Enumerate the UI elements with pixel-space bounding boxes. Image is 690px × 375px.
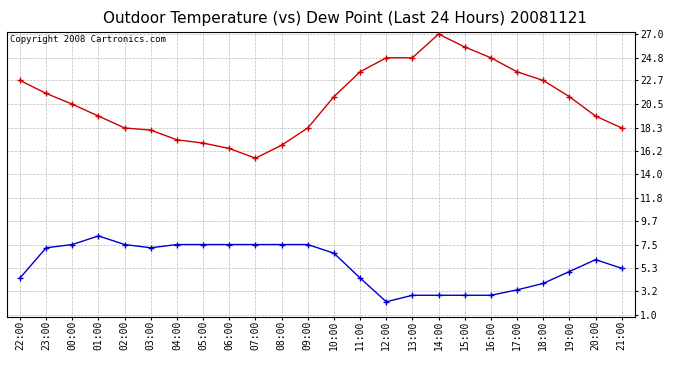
Text: Copyright 2008 Cartronics.com: Copyright 2008 Cartronics.com [10, 35, 166, 44]
Text: Outdoor Temperature (vs) Dew Point (Last 24 Hours) 20081121: Outdoor Temperature (vs) Dew Point (Last… [103, 10, 587, 26]
